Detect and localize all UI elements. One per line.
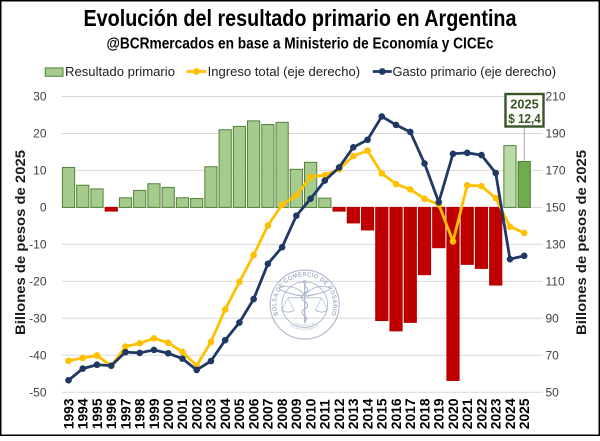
svg-text:190: 190 — [546, 127, 566, 141]
svg-text:70: 70 — [546, 349, 560, 363]
svg-text:1994: 1994 — [76, 398, 91, 429]
svg-text:Evolución del resultado primar: Evolución del resultado primario en Arge… — [84, 5, 518, 31]
svg-text:2016: 2016 — [389, 398, 404, 429]
svg-text:2012: 2012 — [332, 398, 347, 429]
svg-text:Ingreso total (eje derecho): Ingreso total (eje derecho) — [208, 64, 361, 79]
svg-text:2008: 2008 — [275, 398, 290, 429]
svg-text:Gasto primario (eje derecho): Gasto primario (eje derecho) — [393, 64, 557, 79]
svg-text:1997: 1997 — [118, 398, 133, 429]
svg-text:2021: 2021 — [460, 398, 475, 429]
svg-text:2018: 2018 — [417, 398, 432, 429]
svg-text:2002: 2002 — [190, 398, 205, 429]
svg-text:1995: 1995 — [90, 398, 105, 429]
svg-text:0: 0 — [40, 201, 47, 215]
svg-text:2007: 2007 — [261, 398, 276, 429]
svg-text:2000: 2000 — [161, 398, 176, 429]
svg-text:Resultado primario: Resultado primario — [65, 64, 175, 79]
svg-text:-30: -30 — [29, 312, 47, 326]
svg-text:2004: 2004 — [218, 398, 233, 429]
svg-text:2010: 2010 — [303, 398, 318, 429]
svg-text:2009: 2009 — [289, 398, 304, 429]
svg-text:110: 110 — [546, 275, 565, 289]
svg-text:2011: 2011 — [318, 399, 333, 429]
svg-text:2015: 2015 — [375, 398, 390, 429]
svg-text:@BCRmercados en base a Ministe: @BCRmercados en base a Ministerio de Eco… — [107, 35, 494, 52]
svg-text:-10: -10 — [29, 238, 47, 252]
svg-text:2025: 2025 — [510, 97, 538, 112]
svg-text:210: 210 — [546, 90, 566, 104]
svg-text:2005: 2005 — [232, 398, 247, 429]
svg-text:-50: -50 — [29, 386, 47, 400]
svg-text:-40: -40 — [29, 349, 47, 363]
svg-text:2024: 2024 — [503, 398, 518, 429]
svg-text:2019: 2019 — [432, 398, 447, 429]
svg-text:Billones de pesos de 2025: Billones de pesos de 2025 — [13, 150, 28, 335]
svg-text:2006: 2006 — [246, 398, 261, 429]
svg-text:-20: -20 — [29, 275, 47, 289]
svg-text:1993: 1993 — [61, 398, 76, 429]
svg-text:2025: 2025 — [517, 398, 532, 429]
svg-text:170: 170 — [546, 164, 566, 178]
svg-text:2023: 2023 — [489, 398, 504, 429]
svg-text:2014: 2014 — [360, 398, 375, 429]
svg-text:2001: 2001 — [175, 398, 190, 429]
svg-text:50: 50 — [546, 386, 560, 400]
svg-text:2022: 2022 — [474, 398, 489, 429]
svg-text:20: 20 — [33, 127, 47, 141]
svg-text:1996: 1996 — [104, 398, 119, 429]
svg-text:2003: 2003 — [204, 398, 219, 429]
svg-text:2020: 2020 — [446, 398, 461, 429]
svg-text:10: 10 — [33, 164, 47, 178]
svg-text:$ 12,4: $ 12,4 — [508, 111, 541, 126]
svg-text:2013: 2013 — [346, 398, 361, 429]
svg-text:Billones de pesos de 2025: Billones de pesos de 2025 — [574, 150, 589, 335]
svg-text:1999: 1999 — [147, 398, 162, 429]
svg-text:30: 30 — [33, 90, 47, 104]
svg-text:90: 90 — [546, 312, 560, 326]
svg-text:150: 150 — [546, 201, 566, 215]
svg-text:130: 130 — [546, 238, 566, 252]
svg-text:1998: 1998 — [133, 398, 148, 429]
svg-text:2017: 2017 — [403, 398, 418, 429]
